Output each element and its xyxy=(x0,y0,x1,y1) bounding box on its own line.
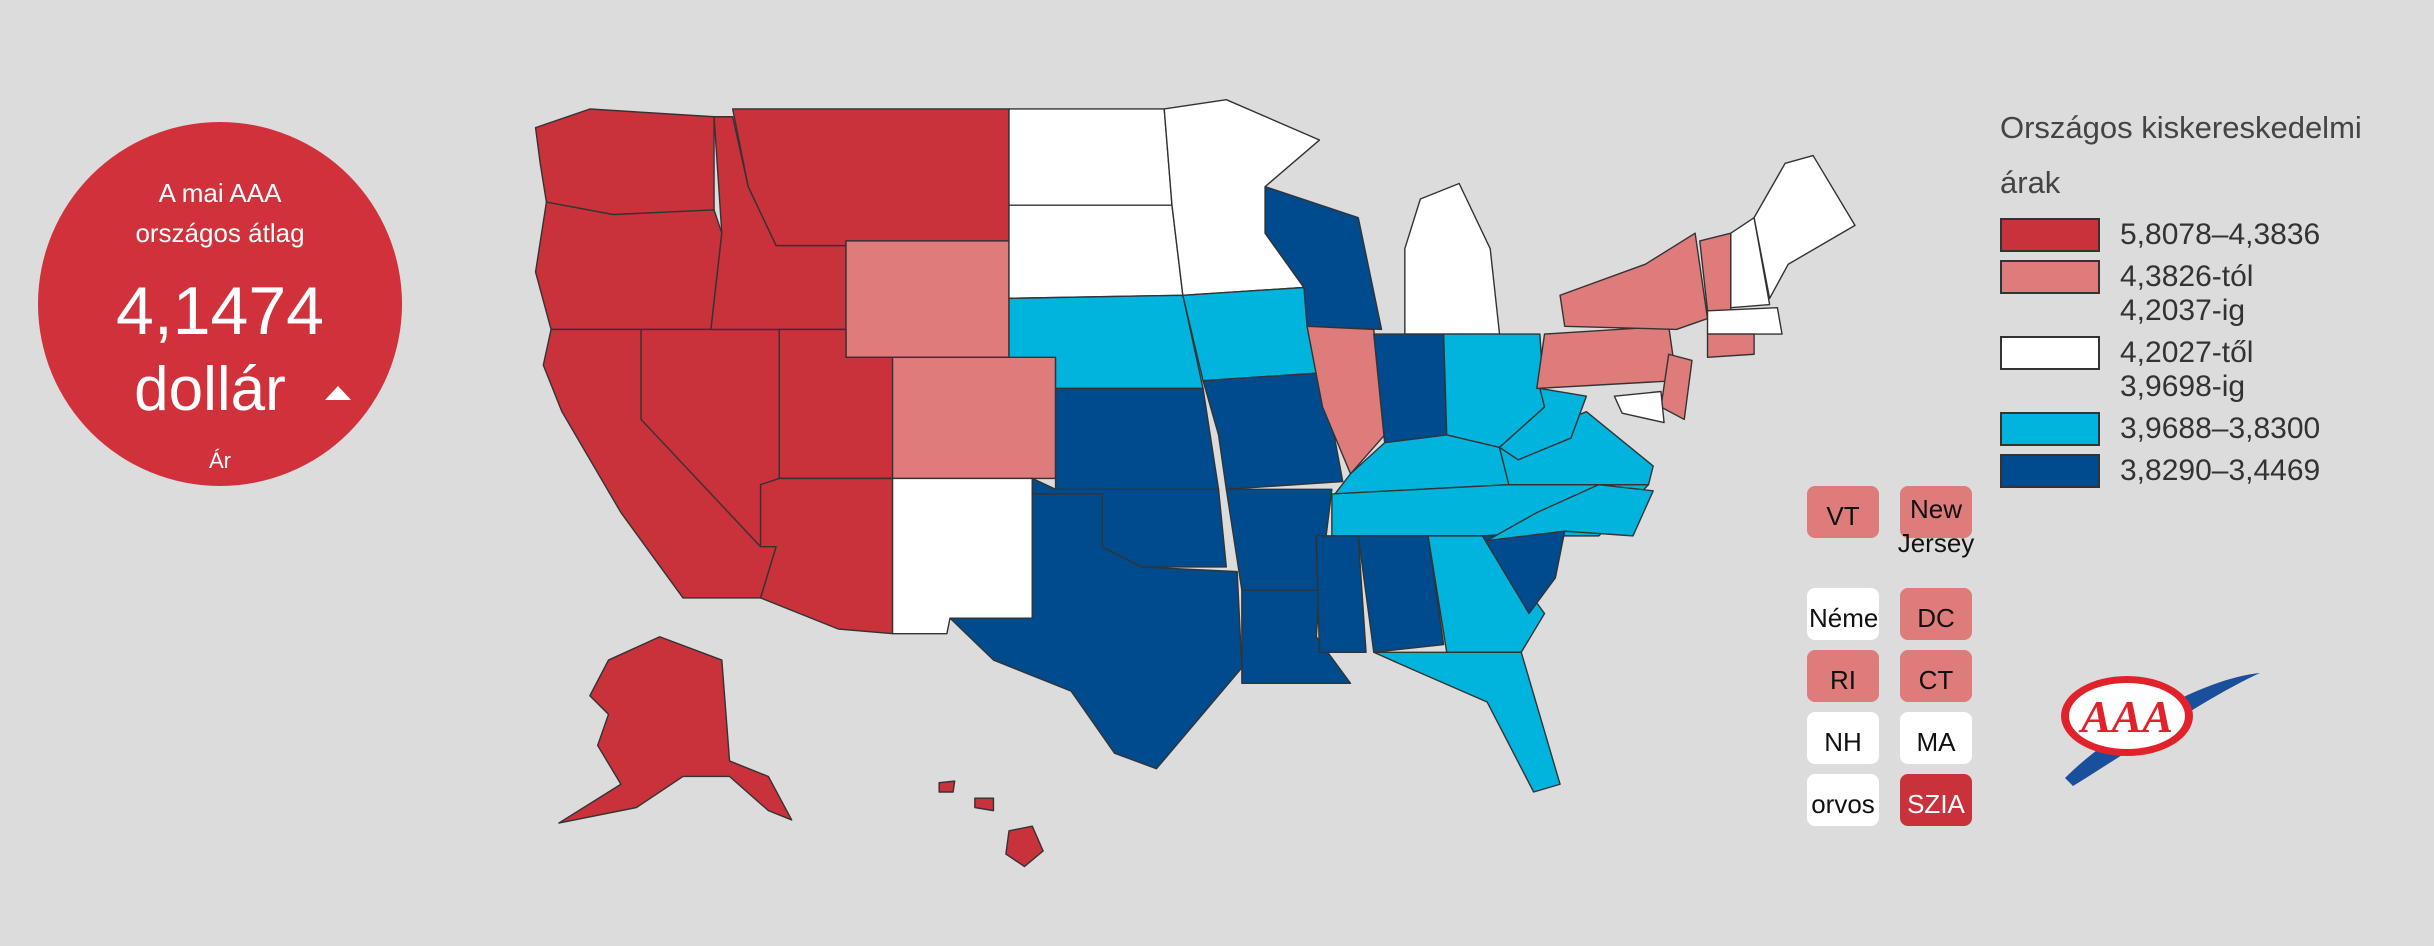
state xyxy=(1008,204,1184,300)
legend-swatch xyxy=(2000,454,2100,488)
state xyxy=(1753,154,1856,300)
state xyxy=(949,493,1243,770)
state xyxy=(1706,306,1783,335)
state xyxy=(1404,182,1501,335)
logo-oval-inner xyxy=(2069,683,2185,749)
state xyxy=(1427,535,1546,653)
state-box: CT xyxy=(1900,650,1972,702)
state xyxy=(1054,387,1220,490)
state-box: RI xyxy=(1807,650,1879,702)
state xyxy=(759,477,894,635)
state-box: SZIA xyxy=(1900,774,1972,826)
state xyxy=(534,108,715,216)
state xyxy=(1706,333,1755,359)
legend-label: 4,2027-től 3,9698-ig xyxy=(2120,336,2254,403)
badge-unit: dollár xyxy=(134,355,286,424)
state xyxy=(1202,372,1344,490)
state xyxy=(1315,535,1367,653)
badge-line: országos átlag xyxy=(135,218,305,248)
state-box: DC xyxy=(1900,588,1972,640)
states xyxy=(534,98,1856,868)
state xyxy=(1005,825,1044,868)
legend-item: 4,2027-től 3,9698-ig xyxy=(2000,336,2420,404)
state xyxy=(1373,333,1448,444)
badge-label: Ár xyxy=(209,448,231,473)
state-box: orvos xyxy=(1807,774,1879,826)
legend-swatch xyxy=(2000,412,2100,446)
state-box: New Jersey xyxy=(1898,486,1974,558)
state xyxy=(891,477,1033,635)
state xyxy=(1357,535,1445,653)
legend: Országos kiskereskedelmi árak 5,8078–4,3… xyxy=(2000,100,2420,488)
up-arrow xyxy=(325,386,351,400)
state-box: MA xyxy=(1900,712,1972,764)
state xyxy=(845,240,1010,359)
state xyxy=(1660,353,1693,421)
legend-swatch xyxy=(2000,260,2100,294)
legend-items: 5,8078–4,3836 4,3826-tól 4,2037-ig 4,2027-… xyxy=(2000,218,2420,488)
legend-label: 3,8290–3,4469 xyxy=(2120,454,2321,487)
national-average-badge: A mai AAA országos átlag 4,1474 dollár Á… xyxy=(38,122,402,486)
state xyxy=(1008,108,1173,206)
state xyxy=(1613,390,1665,424)
legend-title: Országos kiskereskedelmi árak xyxy=(2000,110,2362,200)
state xyxy=(534,201,723,331)
state xyxy=(1241,589,1352,685)
state xyxy=(938,780,956,793)
logo-text: AAA xyxy=(2078,691,2173,742)
state xyxy=(891,356,1057,480)
legend-item: 4,3826-tól 4,2037-ig xyxy=(2000,260,2420,328)
legend-label: 4,3826-tól 4,2037-ig xyxy=(2120,260,2254,327)
legend-label: 5,8078–4,3836 xyxy=(2120,218,2321,251)
state-box: NH xyxy=(1807,712,1879,764)
legend-swatch xyxy=(2000,336,2100,370)
state xyxy=(1306,325,1386,475)
state xyxy=(1536,325,1678,390)
state-box: Németo xyxy=(1807,588,1879,640)
state xyxy=(974,797,995,812)
state-box: VT xyxy=(1807,486,1879,538)
state xyxy=(1486,483,1654,542)
state xyxy=(1498,387,1588,461)
badge-line: A mai AAA xyxy=(158,178,282,208)
legend-item: 3,8290–3,4469 xyxy=(2000,454,2420,488)
legend-item: 5,8078–4,3836 xyxy=(2000,218,2420,252)
logo-swoosh xyxy=(2065,673,2260,786)
legend-swatch xyxy=(2000,218,2100,252)
state xyxy=(558,636,793,824)
state xyxy=(1730,216,1771,309)
state xyxy=(1182,286,1324,382)
state xyxy=(1373,651,1561,793)
state xyxy=(1559,232,1709,331)
aaa-logo: AAA xyxy=(2061,673,2260,786)
legend-item: 3,9688–3,8300 xyxy=(2000,412,2420,446)
legend-label: 3,9688–3,8300 xyxy=(2120,412,2321,445)
state xyxy=(731,108,1010,247)
badge-price: 4,1474 xyxy=(116,273,324,349)
